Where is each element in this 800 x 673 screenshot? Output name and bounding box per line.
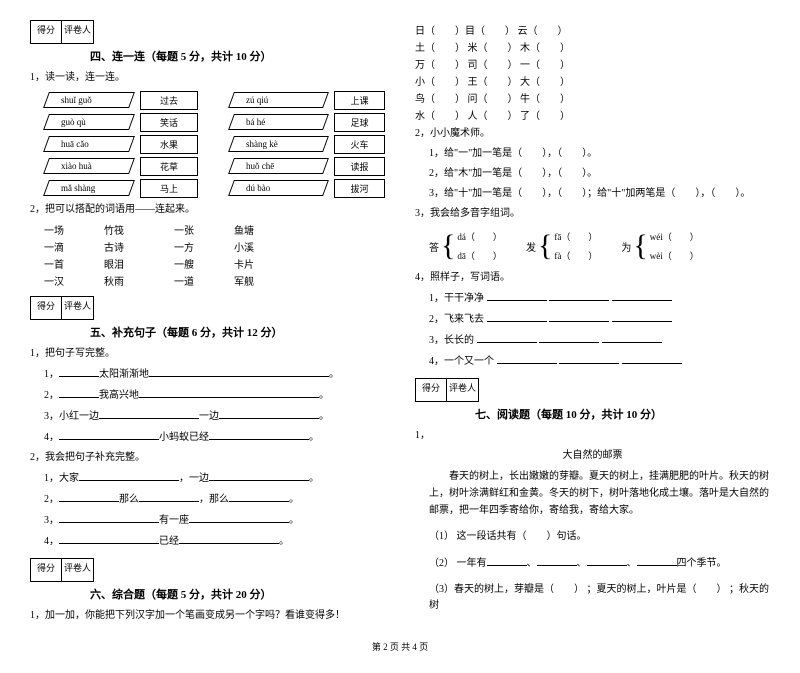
line-5-2-1[interactable]: 1，大家，一边。 xyxy=(44,470,385,487)
section-6-title: 六、综合题（每题 5 分，共计 20 分） xyxy=(90,586,385,602)
pattern-title: 4，照样子，写词语。 xyxy=(415,270,770,286)
pair-table: 一场竹筏一张鱼塘 一滴古诗一方小溪 一首眼泪一艘卡片 一汉秋雨一道军舰 xyxy=(44,222,385,288)
magic-2[interactable]: 2，给"木"加一笔是（ ），（ ）。 xyxy=(429,166,770,182)
pattern-1[interactable]: 1，干干净净 xyxy=(429,290,770,307)
section-5-title: 五、补充句子（每题 6 分，共计 12 分） xyxy=(90,324,385,340)
section-7-title: 七、阅读题（每题 10 分，共计 10 分） xyxy=(475,406,770,422)
q4-1: 1，读一读，连一连。 xyxy=(30,70,385,86)
score-box-7: 得分 评卷人 xyxy=(415,378,770,402)
score-box-4: 得分 评卷人 xyxy=(30,20,385,44)
q7-1: 1， xyxy=(415,428,770,444)
reading-title: 大自然的邮票 xyxy=(415,448,770,464)
polyphone-braces[interactable]: 答{ dá（ ） dā（ ） 发{ fā（ ） fà（ ） 为{ wéi（ ） … xyxy=(429,230,770,262)
magic-3[interactable]: 3，给"十"加一笔是（ ），（ ）；给"十"加两笔是（ ），（ ）。 xyxy=(429,186,770,202)
pattern-3[interactable]: 3，长长的 xyxy=(429,332,770,349)
line-5-1-2[interactable]: 2，我高兴地。 xyxy=(44,387,385,404)
line-5-1-3[interactable]: 3，小红一边一边。 xyxy=(44,408,385,425)
reading-qa[interactable]: （1） 这一段话共有（ ）句话。 xyxy=(429,529,770,545)
pattern-2[interactable]: 2，飞来飞去 xyxy=(429,311,770,328)
score-label: 得分 xyxy=(30,20,62,44)
q5-2: 2，我会把句子补充完整。 xyxy=(30,450,385,466)
reading-qc[interactable]: （3）春天的树上，芽瓣是（ ） ；夏天的树上，叶片是（ ） ；秋天的树 xyxy=(429,582,770,614)
reading-passage: 春天的树上，长出嫩嫩的芽瓣。夏天的树上，挂满肥肥的叶片。秋天的树上，树叶涂满鲜红… xyxy=(429,468,770,519)
section-4-title: 四、连一连（每题 5 分，共计 10 分） xyxy=(90,48,385,64)
line-5-1-1[interactable]: 1，太阳渐渐地。 xyxy=(44,366,385,383)
q6-1: 1，加一加，你能把下列汉字加一个笔画变成另一个字吗？看谁变得多！ xyxy=(30,608,385,624)
q4-2: 2，把可以搭配的词语用——连起来。 xyxy=(30,202,385,218)
line-5-1-4[interactable]: 4，小蚂蚁已经。 xyxy=(44,429,385,446)
magic-title: 2，小小魔术师。 xyxy=(415,126,770,142)
line-5-2-3[interactable]: 3，有一座。 xyxy=(44,512,385,529)
score-box-6: 得分 评卷人 xyxy=(30,558,385,582)
page-footer: 第 2 页 共 4 页 xyxy=(30,640,770,653)
score-box-5: 得分 评卷人 xyxy=(30,296,385,320)
pattern-4[interactable]: 4，一个又一个 xyxy=(429,353,770,370)
magic-1[interactable]: 1，给"一"加一笔是（ ），（ ）。 xyxy=(429,146,770,162)
char-grid[interactable]: 日（ ）目（ ） 云（ ） 土（ ） 米（ ） 木（ ） 万（ ） 司（ ） 一… xyxy=(415,22,770,122)
q5-1: 1，把句子写完整。 xyxy=(30,346,385,362)
grader-label: 评卷人 xyxy=(62,20,94,44)
reading-qb[interactable]: （2） 一年有、、、四个季节。 xyxy=(429,555,770,572)
match-diagram: shuǐ guǒ过去zú qiú上课 guò qù笑话bá hé足球 huā c… xyxy=(44,90,385,198)
poly-title: 3，我会给多音字组词。 xyxy=(415,206,770,222)
line-5-2-2[interactable]: 2，那么，那么。 xyxy=(44,491,385,508)
line-5-2-4[interactable]: 4，已经。 xyxy=(44,533,385,550)
